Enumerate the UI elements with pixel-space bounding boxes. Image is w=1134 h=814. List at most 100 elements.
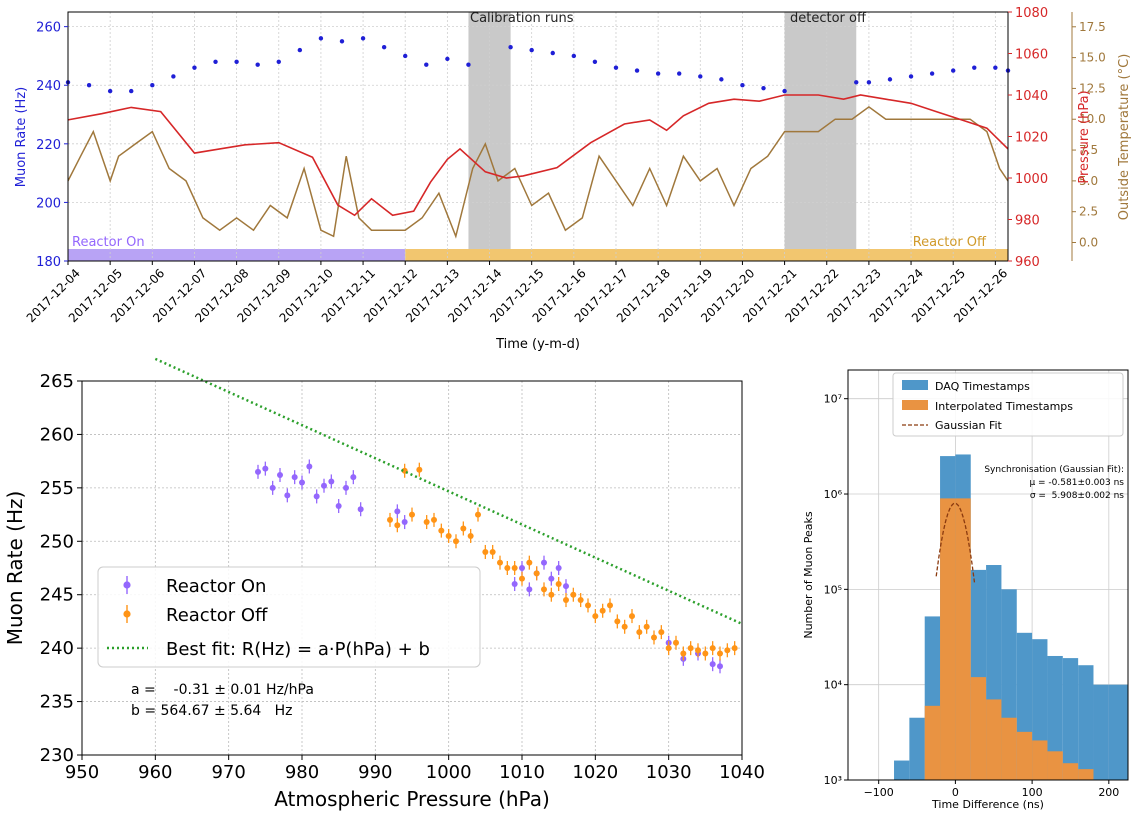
reactor-off-point bbox=[709, 645, 716, 652]
reactor-off-point bbox=[541, 586, 547, 593]
reactor-off-point bbox=[651, 634, 657, 641]
pressure-tick-label: 1000 bbox=[1015, 172, 1048, 187]
interpolated-bar bbox=[1001, 717, 1017, 780]
legend-daq: DAQ Timestamps bbox=[935, 380, 1030, 393]
muon-rate-point bbox=[213, 59, 218, 64]
histogram-ticks: −100 0 100 200 10³ 10⁴ 10⁵ 10⁶ 10⁷ bbox=[824, 393, 1120, 799]
daq-bar bbox=[1093, 684, 1109, 780]
temperature-tick-label: 2.5 bbox=[1079, 205, 1098, 219]
reactor-off-point bbox=[658, 629, 665, 636]
muon-rate-point bbox=[529, 47, 534, 53]
reactor-off-point bbox=[438, 527, 445, 534]
reactor-off-point bbox=[453, 538, 459, 545]
reactor-on-point bbox=[335, 503, 342, 510]
reactor-off-point bbox=[629, 613, 635, 620]
reactor-on-point bbox=[555, 565, 562, 571]
muon-rate-point bbox=[192, 65, 197, 70]
muon-rate-point bbox=[339, 39, 345, 44]
timeseries-frame bbox=[67, 11, 1009, 262]
reactor-on-point bbox=[541, 559, 547, 566]
histogram-y-tick-label: 10⁶ bbox=[824, 488, 843, 501]
pressure-tick-label: 1020 bbox=[1015, 131, 1048, 146]
histogram-x-tick-label: 0 bbox=[952, 786, 959, 799]
interpolated-bar bbox=[1078, 769, 1094, 780]
reactor-off-point bbox=[673, 639, 679, 646]
legend-gaussian: Gaussian Fit bbox=[935, 419, 1003, 432]
reactor-off-point bbox=[731, 645, 738, 652]
reactor-on-point bbox=[401, 519, 408, 526]
scatter-x-tick-label: 950 bbox=[65, 762, 99, 783]
reactor-on-point bbox=[262, 465, 269, 472]
reactor-on-point bbox=[563, 583, 569, 590]
temperature-tick-label: 10.0 bbox=[1079, 112, 1106, 126]
reactor-on-point bbox=[526, 586, 533, 593]
reactor-off-point bbox=[431, 516, 437, 523]
muon-rate-point bbox=[297, 47, 303, 53]
interpolated-bar bbox=[955, 498, 971, 780]
reactor-off-point bbox=[577, 597, 584, 604]
detector-off-band bbox=[784, 12, 857, 261]
temperature-axis-label: Outside Temperature (°C) bbox=[1117, 54, 1132, 221]
reactor-off-point bbox=[702, 650, 709, 657]
reactor-off-point bbox=[548, 591, 555, 598]
legend-swatch-interpolated bbox=[902, 400, 928, 410]
reactor-off-point bbox=[724, 647, 731, 654]
pressure-tick-label: 1080 bbox=[1015, 6, 1048, 21]
reactor-off-point bbox=[614, 618, 621, 625]
reactor-on-point bbox=[277, 472, 283, 479]
reactor-on-point bbox=[291, 474, 298, 481]
detector-off-label: detector off bbox=[790, 11, 867, 26]
scatter-y-tick-label: 235 bbox=[40, 692, 74, 713]
reactor-off-point bbox=[555, 581, 562, 588]
scatter-x-tick-label: 1020 bbox=[572, 762, 618, 783]
interpolated-bar bbox=[1032, 740, 1048, 780]
reactor-off-point bbox=[445, 532, 452, 539]
pressure-axis-label: Pressure (hPa) bbox=[1077, 90, 1092, 183]
temperature-tick-label: 17.5 bbox=[1079, 20, 1106, 34]
reactor-off-point bbox=[416, 466, 423, 473]
reactor-on-point bbox=[269, 484, 276, 491]
muon-rate-point bbox=[129, 88, 134, 94]
interpolated-bar bbox=[970, 677, 987, 780]
reactor-on-point bbox=[299, 479, 305, 486]
scatter-y-label: Muon Rate (Hz) bbox=[3, 491, 27, 646]
reactor-on-point bbox=[306, 463, 313, 470]
time-axis-label: Time (y-m-d) bbox=[495, 337, 580, 352]
reactor-off-point bbox=[489, 548, 496, 555]
interpolated-bar bbox=[1062, 763, 1079, 780]
muon-rate-point bbox=[972, 65, 977, 70]
daq-bar bbox=[1062, 658, 1079, 780]
muon-rate-tick-label: 200 bbox=[36, 196, 61, 211]
gaussian-fit-curve bbox=[935, 502, 976, 584]
reactor-on-point bbox=[284, 492, 291, 499]
reactor-off-point bbox=[643, 623, 650, 630]
reactor-off-point bbox=[423, 519, 430, 526]
interpolated-bar bbox=[924, 705, 941, 780]
reactor-on-point bbox=[717, 663, 723, 670]
legend-reactor-off: Reactor Off bbox=[166, 605, 268, 626]
reactor-off-point bbox=[570, 591, 577, 598]
reactor-off-point bbox=[526, 559, 533, 566]
histogram-x-tick-label: −100 bbox=[864, 786, 894, 799]
reactor-off-point bbox=[504, 565, 511, 571]
muon-rate-point bbox=[424, 62, 429, 67]
reactor-off-point bbox=[607, 602, 613, 609]
pressure-line bbox=[67, 94, 1009, 217]
scatter-points bbox=[154, 357, 743, 674]
histogram-y-tick-label: 10⁵ bbox=[824, 583, 842, 596]
scatter-x-tick-label: 1000 bbox=[426, 762, 472, 783]
histogram-x-label: Time Difference (ns) bbox=[931, 798, 1044, 811]
reactor-off-point bbox=[497, 559, 503, 566]
scatter-x-label: Atmospheric Pressure (hPa) bbox=[274, 787, 550, 811]
shaded-regions bbox=[68, 12, 1008, 261]
muon-rate-point bbox=[951, 68, 956, 73]
reactor-off-point bbox=[482, 548, 489, 555]
reactor-on-point bbox=[255, 468, 261, 475]
muon-rate-point bbox=[571, 53, 577, 59]
daq-bar bbox=[1047, 655, 1063, 780]
reactor-on-point bbox=[313, 493, 320, 500]
histogram-frame bbox=[847, 369, 1129, 781]
reactor-on-point bbox=[519, 565, 525, 571]
reactor-on-point bbox=[343, 484, 349, 491]
